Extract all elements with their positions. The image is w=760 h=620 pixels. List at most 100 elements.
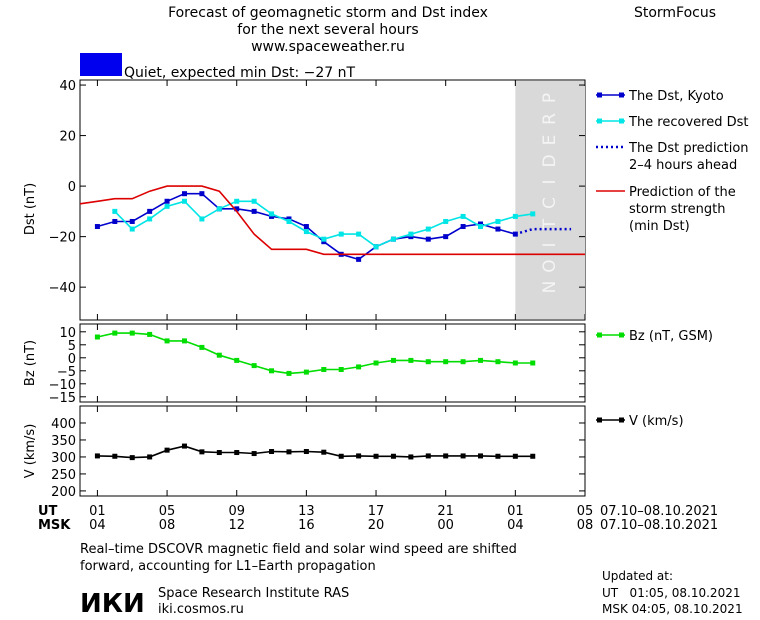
prediction-label-char: T bbox=[540, 218, 560, 230]
v-panel: V (km/s) 400 350 300 250 200 bbox=[23, 405, 586, 500]
v-km-s-point bbox=[530, 453, 536, 459]
iki-logo: ИКИ bbox=[80, 589, 145, 619]
the-recovered-dst-point bbox=[269, 211, 275, 217]
the-recovered-dst-legend-marker bbox=[597, 118, 602, 124]
ut-tick-label: 21 bbox=[437, 504, 454, 519]
brand-label: StormFocus bbox=[634, 5, 716, 21]
v-km-s-line bbox=[97, 445, 533, 459]
v-km-s-point bbox=[216, 450, 222, 456]
prediction-label-char: N bbox=[540, 281, 560, 294]
the-dst-kyoto-point bbox=[286, 216, 292, 222]
the-dst-kyoto-point bbox=[321, 239, 327, 245]
y-tick-label: 400 bbox=[51, 417, 76, 432]
the-recovered-dst-point bbox=[234, 198, 240, 204]
the-recovered-dst-legend-label: The recovered Dst bbox=[628, 115, 748, 130]
v-km-s-point bbox=[129, 455, 135, 461]
the-recovered-dst-point bbox=[338, 231, 344, 237]
the-dst-prediction-2-4-hours-ahead-legend-label: The Dst prediction bbox=[628, 141, 749, 156]
prediction-of-the-storm-strength-min-dst-legend-label: storm strength bbox=[629, 202, 726, 217]
the-recovered-dst-point bbox=[321, 236, 327, 242]
bz-nt-gsm-legend-label: Bz (nT, GSM) bbox=[629, 329, 713, 344]
the-dst-kyoto-point bbox=[251, 208, 257, 214]
msk-date-range: 07.10–08.10.2021 bbox=[600, 518, 718, 533]
chart-header: Forecast of geomagnetic storm and Dst in… bbox=[80, 5, 716, 81]
msk-axis-label: MSK bbox=[38, 518, 71, 533]
prediction-label-char: O bbox=[540, 259, 560, 272]
y-tick-label: 0 bbox=[68, 180, 76, 195]
v-y-axis-label: V (km/s) bbox=[23, 424, 38, 479]
prediction-of-the-storm-strength-min-dst-legend-label: (min Dst) bbox=[629, 219, 690, 234]
the-dst-prediction-2-4-hours-ahead-legend-label: 2–4 hours ahead bbox=[629, 158, 737, 173]
the-recovered-dst-point bbox=[147, 216, 153, 222]
v-km-s-point bbox=[251, 451, 257, 457]
chart-title-line-1: Forecast of geomagnetic storm and Dst in… bbox=[168, 5, 488, 21]
v-marks: 400 350 300 250 200 bbox=[51, 406, 586, 500]
msk-tick-label: 08 bbox=[577, 518, 594, 533]
v-km-s-point bbox=[390, 453, 396, 459]
the-dst-kyoto-legend-marker bbox=[619, 92, 624, 98]
the-recovered-dst-point bbox=[512, 213, 518, 219]
ut-axis-label: UT bbox=[38, 504, 58, 519]
bz-nt-gsm-point bbox=[234, 357, 240, 363]
v-km-s-point bbox=[321, 449, 327, 455]
y-tick-label: −40 bbox=[49, 281, 76, 296]
footer: Real–time DSCOVR magnetic field and sola… bbox=[80, 542, 743, 619]
institute-site: iki.cosmos.ru bbox=[158, 602, 244, 617]
bz-nt-gsm-point bbox=[251, 363, 257, 369]
y-tick-label: 0 bbox=[68, 352, 76, 367]
prediction-label-char: I bbox=[540, 179, 560, 184]
chart-title-line-3: www.spaceweather.ru bbox=[251, 39, 405, 55]
prediction-region bbox=[515, 81, 585, 319]
y-tick-label: 10 bbox=[59, 326, 76, 341]
y-tick-label: 200 bbox=[51, 485, 76, 500]
bz-nt-gsm-point bbox=[425, 359, 431, 365]
legend: The Dst, Kyoto The recovered Dst The Dst p… bbox=[596, 89, 749, 429]
bz-nt-gsm-point bbox=[303, 369, 309, 375]
status-color-swatch bbox=[80, 53, 122, 76]
footer-note-line-1: Real–time DSCOVR magnetic field and sola… bbox=[80, 542, 517, 557]
bz-nt-gsm-legend-marker bbox=[597, 332, 602, 338]
x-axis: UT MSK 01040508091213161720210001040508 … bbox=[38, 504, 718, 533]
v-km-s-point bbox=[373, 453, 379, 459]
the-dst-kyoto-point bbox=[164, 198, 170, 204]
bz-nt-gsm-point bbox=[478, 357, 484, 363]
ut-tick-label: 09 bbox=[228, 504, 245, 519]
ut-tick-label: 01 bbox=[89, 504, 106, 519]
bz-nt-gsm-point bbox=[112, 330, 118, 336]
ut-tick-label: 13 bbox=[298, 504, 315, 519]
v-km-s-legend-marker bbox=[597, 417, 602, 423]
the-dst-kyoto-point bbox=[181, 191, 187, 197]
the-recovered-dst-point bbox=[164, 203, 170, 209]
bz-nt-gsm-point bbox=[164, 338, 170, 344]
chart-title-line-2: for the next several hours bbox=[237, 22, 418, 38]
bz-nt-gsm-point bbox=[216, 352, 222, 358]
y-tick-label: −10 bbox=[49, 378, 76, 393]
v-km-s-point bbox=[408, 454, 414, 460]
y-tick-label: 40 bbox=[59, 79, 76, 94]
bz-nt-gsm-point bbox=[530, 360, 536, 366]
bz-nt-gsm-point bbox=[373, 360, 379, 366]
v-km-s-point bbox=[303, 449, 309, 455]
y-tick-label: 250 bbox=[51, 468, 76, 483]
v-km-s-point bbox=[356, 453, 362, 459]
bz-nt-gsm-point bbox=[390, 357, 396, 363]
bz-nt-gsm-point bbox=[286, 370, 292, 376]
the-dst-kyoto-point bbox=[94, 224, 100, 230]
footer-note-line-2: forward, accounting for L1–Earth propaga… bbox=[80, 559, 376, 574]
v-km-s-point bbox=[94, 453, 100, 459]
bz-nt-gsm-point bbox=[181, 338, 187, 344]
bz-plot-area bbox=[79, 323, 586, 403]
v-km-s-point bbox=[112, 453, 118, 459]
y-tick-label: −15 bbox=[49, 391, 76, 406]
v-km-s-point bbox=[478, 453, 484, 459]
v-km-s-point bbox=[512, 453, 518, 459]
the-recovered-dst-point bbox=[199, 216, 205, 222]
msk-tick-label: 04 bbox=[507, 518, 524, 533]
prediction-label-char: E bbox=[540, 135, 560, 146]
msk-tick-label: 12 bbox=[228, 518, 245, 533]
bz-nt-gsm-point bbox=[147, 331, 153, 337]
v-km-s-point bbox=[286, 449, 292, 455]
